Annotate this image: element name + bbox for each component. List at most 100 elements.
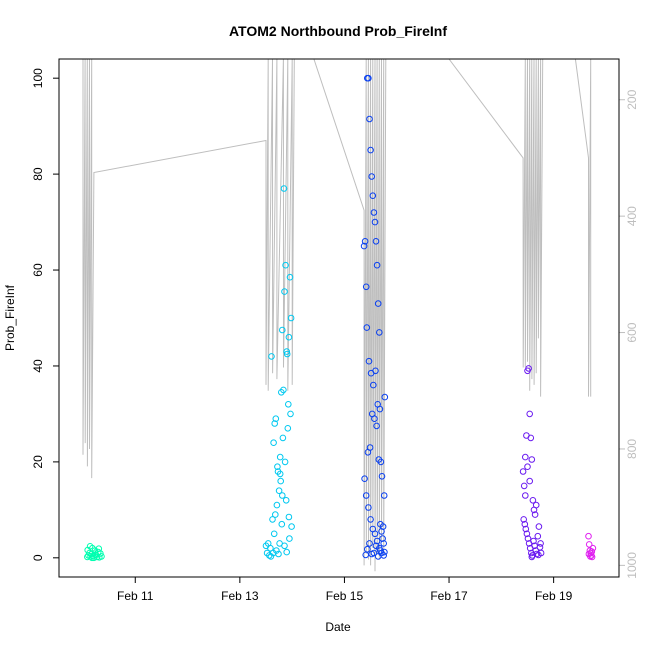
data-point-s2-40 bbox=[381, 393, 389, 401]
data-point-s1-18 bbox=[282, 261, 289, 269]
x-tick-label-1: Feb 13 bbox=[221, 589, 259, 603]
data-point-s1-17 bbox=[281, 288, 288, 295]
data-point-s0-17 bbox=[88, 554, 96, 562]
data-point-s2-12 bbox=[373, 261, 381, 269]
data-point-s3-14 bbox=[523, 530, 531, 538]
y-tick-label-3: 60 bbox=[31, 263, 45, 277]
data-point-s2-51 bbox=[362, 551, 370, 559]
data-point-s1-42 bbox=[283, 548, 291, 556]
data-point-s1-45 bbox=[276, 470, 284, 478]
data-point-s1-34 bbox=[282, 497, 290, 504]
data-point-s2-1 bbox=[361, 238, 369, 245]
data-point-s2-55 bbox=[381, 548, 388, 556]
data-point-s3-9 bbox=[529, 497, 537, 504]
plot-frame bbox=[58, 58, 620, 578]
data-point-s1-28 bbox=[274, 463, 281, 471]
y2-tick-label-0: 200 bbox=[625, 89, 639, 109]
y-axis-label: Prob_FireInf bbox=[3, 284, 17, 351]
data-point-s4-0 bbox=[585, 532, 592, 540]
data-point-s3-12 bbox=[521, 520, 529, 528]
data-point-s3-24 bbox=[534, 532, 542, 540]
data-point-s2-18 bbox=[370, 381, 377, 389]
y2-tick-label-2: 600 bbox=[625, 322, 639, 342]
data-point-s3-7 bbox=[527, 434, 535, 442]
data-point-s2-30 bbox=[361, 475, 368, 483]
data-point-s0-18 bbox=[92, 551, 99, 558]
data-point-s4-9 bbox=[588, 548, 596, 555]
data-point-s2-43 bbox=[379, 535, 386, 542]
data-point-s1-29 bbox=[272, 511, 279, 518]
data-point-s2-16 bbox=[365, 357, 373, 365]
data-point-s2-23 bbox=[371, 415, 378, 423]
data-point-s1-7 bbox=[270, 439, 277, 447]
data-point-s2-10 bbox=[371, 218, 379, 226]
data-point-s2-36 bbox=[373, 537, 381, 545]
data-point-s0-16 bbox=[86, 543, 94, 550]
data-point-s3-1 bbox=[520, 482, 528, 490]
data-point-s4-1 bbox=[585, 541, 593, 548]
data-point-s2-6 bbox=[367, 146, 374, 154]
data-point-s1-32 bbox=[287, 410, 294, 418]
data-point-s1-41 bbox=[281, 542, 288, 550]
data-point-s3-13 bbox=[522, 525, 530, 533]
data-point-s2-41 bbox=[380, 492, 388, 499]
data-point-s1-43 bbox=[285, 513, 293, 521]
axes-layer: Feb 11 Feb 13 Feb 15 Feb 17 Feb 19 0 20 40 60 80 1… bbox=[31, 68, 639, 603]
data-point-s3-31 bbox=[524, 463, 531, 471]
x-tick-label-2: Feb 15 bbox=[326, 589, 364, 603]
data-point-s2-24 bbox=[373, 422, 380, 430]
data-point-s3-5 bbox=[525, 365, 532, 372]
data-point-s2-14 bbox=[376, 329, 383, 336]
data-point-s0-8 bbox=[91, 547, 99, 554]
data-point-s1-27 bbox=[277, 477, 285, 485]
data-point-s1-23 bbox=[287, 314, 295, 322]
y-tick-label-1: 20 bbox=[31, 455, 45, 469]
y-tick-label-4: 80 bbox=[31, 167, 45, 181]
data-point-s2-35 bbox=[371, 530, 379, 538]
data-point-s2-29 bbox=[378, 473, 386, 480]
data-point-s1-26 bbox=[279, 434, 287, 442]
data-point-s2-5 bbox=[366, 115, 373, 123]
data-point-s1-4 bbox=[267, 544, 274, 552]
data-point-s3-30 bbox=[526, 477, 534, 485]
data-point-s2-49 bbox=[366, 540, 373, 547]
data-point-s1-46 bbox=[269, 549, 277, 557]
data-point-s2-54 bbox=[380, 540, 388, 547]
data-point-s2-19 bbox=[372, 367, 379, 375]
data-point-s0-19 bbox=[95, 545, 103, 553]
data-point-s2-45 bbox=[374, 553, 382, 560]
data-point-s3-33 bbox=[528, 553, 536, 561]
data-point-s3-20 bbox=[530, 537, 537, 545]
data-point-s3-11 bbox=[520, 516, 528, 523]
data-point-s2-13 bbox=[374, 300, 382, 307]
data-point-s1-25 bbox=[283, 350, 291, 358]
y2-tick-label-3: 800 bbox=[625, 439, 639, 459]
data-point-s4-6 bbox=[589, 544, 597, 552]
data-point-s3-32 bbox=[522, 453, 529, 461]
data-point-s2-48 bbox=[368, 550, 376, 558]
data-point-s1-24 bbox=[280, 185, 288, 192]
data-point-s2-53 bbox=[378, 528, 385, 535]
data-point-s2-44 bbox=[377, 547, 384, 554]
data-point-s3-2 bbox=[522, 492, 529, 499]
data-point-s2-4 bbox=[365, 74, 372, 82]
x-tick-label-4: Feb 19 bbox=[535, 589, 573, 603]
secondary-series-line bbox=[82, 58, 592, 572]
y-tick-label-5: 100 bbox=[31, 68, 45, 88]
data-point-s3-25 bbox=[535, 523, 543, 530]
data-point-s2-21 bbox=[376, 405, 384, 413]
data-point-s2-11 bbox=[372, 238, 380, 245]
data-point-s0-14 bbox=[98, 553, 105, 560]
chart-title: ATOM2 Northbound Prob_FireInf bbox=[229, 23, 447, 39]
data-point-s1-9 bbox=[272, 415, 280, 423]
data-point-s1-16 bbox=[280, 386, 287, 394]
data-point-s3-0 bbox=[519, 468, 527, 475]
data-point-s2-15 bbox=[363, 324, 371, 331]
data-point-s3-15 bbox=[524, 535, 532, 542]
data-point-s1-39 bbox=[286, 535, 293, 542]
data-point-s2-46 bbox=[372, 542, 380, 550]
data-point-s1-19 bbox=[283, 348, 291, 355]
data-point-s1-31 bbox=[285, 401, 292, 408]
data-point-s1-35 bbox=[278, 520, 286, 528]
